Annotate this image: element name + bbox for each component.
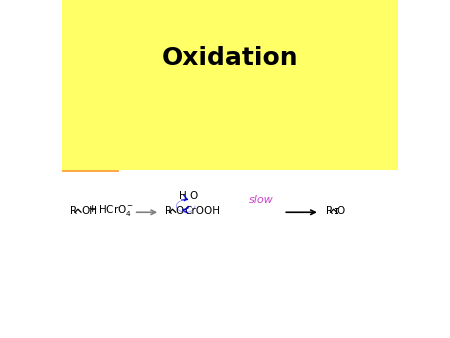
- Text: Oxidation: Oxidation: [162, 46, 298, 70]
- Text: $H_2Cr_2O_7$: $H_2Cr_2O_7$: [211, 86, 252, 100]
- Text: OH: OH: [81, 206, 97, 216]
- Text: 1. Oxidation of Alcohol: 1. Oxidation of Alcohol: [64, 70, 198, 80]
- Text: O: O: [189, 191, 198, 201]
- Text: $^-$O$-$Cr$-$N: $^-$O$-$Cr$-$N: [209, 125, 261, 138]
- Text: O: O: [176, 206, 184, 216]
- Text: R: R: [326, 206, 333, 216]
- Text: R: R: [70, 206, 77, 216]
- Text: O: O: [221, 137, 229, 147]
- Text: O: O: [337, 206, 345, 216]
- Text: +: +: [88, 204, 97, 214]
- Text: O: O: [225, 94, 233, 104]
- Text: CrOOH: CrOOH: [184, 206, 220, 216]
- FancyBboxPatch shape: [62, 94, 148, 107]
- Text: H: H: [179, 192, 186, 201]
- FancyBboxPatch shape: [163, 85, 322, 153]
- Text: a. Cr oxidation :: a. Cr oxidation :: [64, 96, 147, 105]
- Text: $CrO_3$: $CrO_3$: [168, 86, 192, 100]
- Text: R: R: [165, 206, 172, 216]
- Text: AcOH: AcOH: [180, 98, 202, 107]
- Text: AcO$-$Cr$-$OAc: AcO$-$Cr$-$OAc: [211, 104, 279, 116]
- FancyBboxPatch shape: [62, 160, 119, 172]
- Text: Mechanism: Mechanism: [64, 161, 134, 171]
- Text: slow: slow: [249, 195, 274, 206]
- Text: Pyridine: Pyridine: [171, 120, 211, 129]
- Text: $H_2O$: $H_2O$: [186, 78, 205, 90]
- Text: O: O: [221, 115, 229, 125]
- FancyBboxPatch shape: [62, 69, 170, 81]
- Text: HCrO$_4^-$: HCrO$_4^-$: [98, 203, 135, 218]
- Text: O: O: [225, 115, 233, 125]
